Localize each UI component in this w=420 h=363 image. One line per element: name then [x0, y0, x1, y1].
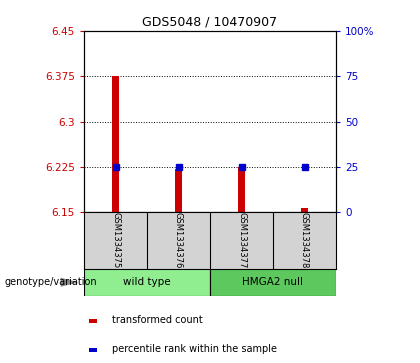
Bar — [89, 348, 97, 352]
Text: GSM1334375: GSM1334375 — [111, 212, 120, 269]
Bar — [210, 269, 336, 296]
Bar — [112, 76, 119, 212]
Text: GSM1334376: GSM1334376 — [174, 212, 183, 269]
Text: HMGA2 null: HMGA2 null — [242, 277, 304, 287]
Text: genotype/variation: genotype/variation — [4, 277, 97, 287]
Text: GSM1334378: GSM1334378 — [300, 212, 309, 269]
Bar — [84, 269, 210, 296]
Text: GSM1334377: GSM1334377 — [237, 212, 246, 269]
Bar — [89, 319, 97, 323]
Bar — [301, 208, 308, 212]
Polygon shape — [61, 278, 79, 287]
Bar — [238, 167, 245, 212]
Bar — [175, 169, 182, 212]
Text: wild type: wild type — [123, 277, 171, 287]
Text: percentile rank within the sample: percentile rank within the sample — [112, 344, 277, 354]
Text: transformed count: transformed count — [112, 315, 202, 325]
Title: GDS5048 / 10470907: GDS5048 / 10470907 — [142, 15, 278, 28]
